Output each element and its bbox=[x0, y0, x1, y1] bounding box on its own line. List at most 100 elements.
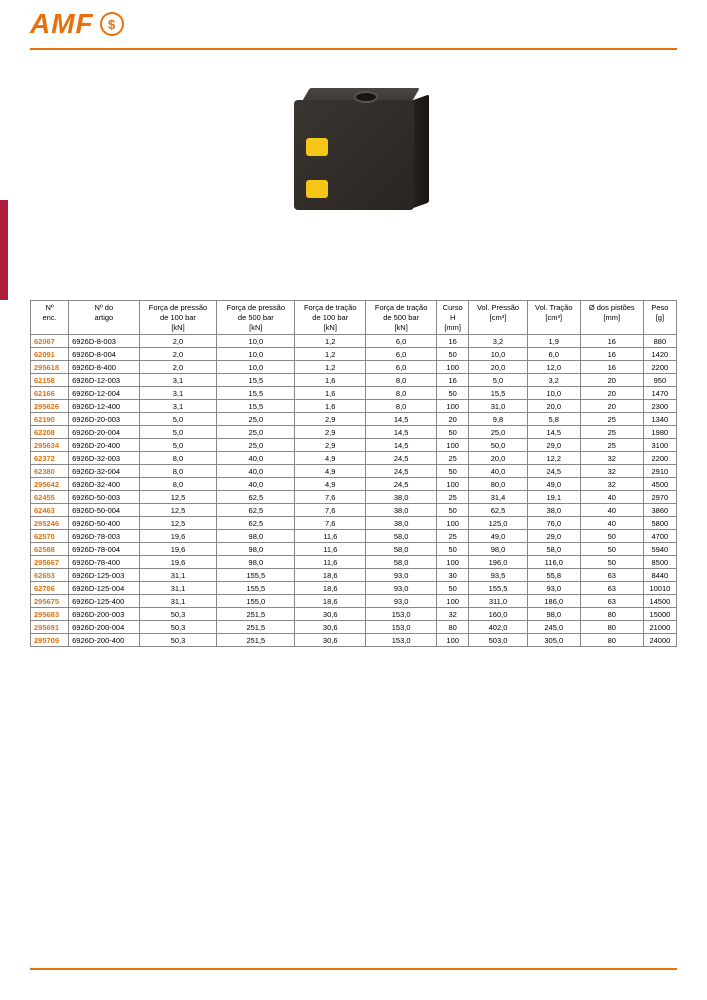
table-cell: 19,6 bbox=[139, 530, 217, 543]
table-cell: 14,5 bbox=[366, 439, 437, 452]
table-cell: 62,5 bbox=[217, 517, 295, 530]
table-cell: 6,0 bbox=[366, 348, 437, 361]
table-cell: 5,0 bbox=[139, 413, 217, 426]
table-row: 2956186926D-8-4002,010,01,26,010020,012,… bbox=[31, 361, 677, 374]
table-cell: 30,6 bbox=[295, 621, 366, 634]
logo-text: AMF bbox=[30, 8, 94, 40]
table-cell: 18,6 bbox=[295, 569, 366, 582]
table-cell: 62570 bbox=[31, 530, 69, 543]
table-cell: 40,0 bbox=[217, 452, 295, 465]
table-cell: 25 bbox=[437, 452, 469, 465]
table-cell: 1,2 bbox=[295, 361, 366, 374]
spec-table: Nºenc.Nº doartigoForça de pressãode 100 … bbox=[30, 300, 677, 647]
table-cell: 153,0 bbox=[366, 608, 437, 621]
table-cell: 18,6 bbox=[295, 582, 366, 595]
table-cell: 295675 bbox=[31, 595, 69, 608]
table-cell: 58,0 bbox=[527, 543, 580, 556]
table-cell: 295618 bbox=[31, 361, 69, 374]
table-cell: 1340 bbox=[643, 413, 676, 426]
table-cell: 9,8 bbox=[469, 413, 527, 426]
table-cell: 30 bbox=[437, 569, 469, 582]
table-cell: 63 bbox=[580, 595, 643, 608]
table-cell: 25 bbox=[580, 426, 643, 439]
table-cell: 38,0 bbox=[366, 504, 437, 517]
table-head: Nºenc.Nº doartigoForça de pressãode 100 … bbox=[31, 301, 677, 335]
table-cell: 295709 bbox=[31, 634, 69, 647]
table-cell: 63 bbox=[580, 569, 643, 582]
table-cell: 2,9 bbox=[295, 439, 366, 452]
table-cell: 6926D-32-400 bbox=[69, 478, 139, 491]
table-cell: 880 bbox=[643, 335, 676, 348]
table-cell: 1,9 bbox=[527, 335, 580, 348]
table-cell: 12,5 bbox=[139, 504, 217, 517]
table-cell: 311,0 bbox=[469, 595, 527, 608]
table-cell: 15,5 bbox=[217, 400, 295, 413]
table-cell: 5800 bbox=[643, 517, 676, 530]
table-cell: 2,0 bbox=[139, 335, 217, 348]
table-cell: 295683 bbox=[31, 608, 69, 621]
table-cell: 62,5 bbox=[217, 504, 295, 517]
table-cell: 305,0 bbox=[527, 634, 580, 647]
table-cell: 6926D-50-003 bbox=[69, 491, 139, 504]
table-cell: 6926D-8-400 bbox=[69, 361, 139, 374]
table-cell: 93,0 bbox=[366, 569, 437, 582]
table-row: 622086926D-20-0045,025,02,914,55025,014,… bbox=[31, 426, 677, 439]
table-cell: 21000 bbox=[643, 621, 676, 634]
table-cell: 503,0 bbox=[469, 634, 527, 647]
table-cell: 6,0 bbox=[527, 348, 580, 361]
table-cell: 50 bbox=[437, 465, 469, 478]
table-cell: 29,0 bbox=[527, 439, 580, 452]
table-cell: 38,0 bbox=[366, 491, 437, 504]
table-cell: 25 bbox=[437, 491, 469, 504]
table-cell: 80 bbox=[580, 608, 643, 621]
table-cell: 31,1 bbox=[139, 582, 217, 595]
table-cell: 2,0 bbox=[139, 348, 217, 361]
table-cell: 58,0 bbox=[366, 530, 437, 543]
table-row: 621666926D-12-0043,115,51,68,05015,510,0… bbox=[31, 387, 677, 400]
table-cell: 16 bbox=[437, 335, 469, 348]
table-cell: 1,6 bbox=[295, 400, 366, 413]
table-cell: 11,6 bbox=[295, 556, 366, 569]
table-cell: 20,0 bbox=[469, 361, 527, 374]
table-cell: 2,9 bbox=[295, 426, 366, 439]
table-cell: 3860 bbox=[643, 504, 676, 517]
table-cell: 50 bbox=[437, 543, 469, 556]
table-cell: 19,6 bbox=[139, 543, 217, 556]
table-cell: 5,0 bbox=[469, 374, 527, 387]
table-cell: 98,0 bbox=[217, 556, 295, 569]
column-header: Vol. Pressão[cm³] bbox=[469, 301, 527, 335]
table-cell: 40,0 bbox=[469, 465, 527, 478]
table-cell: 100 bbox=[437, 556, 469, 569]
column-header: Nºenc. bbox=[31, 301, 69, 335]
table-cell: 40,0 bbox=[217, 478, 295, 491]
table-cell: 93,0 bbox=[366, 582, 437, 595]
table-cell: 295642 bbox=[31, 478, 69, 491]
table-row: 621586926D-12-0033,115,51,68,0165,03,220… bbox=[31, 374, 677, 387]
table-cell: 24,5 bbox=[366, 452, 437, 465]
table-cell: 24,5 bbox=[366, 465, 437, 478]
table-cell: 31,0 bbox=[469, 400, 527, 413]
logo-icon: $ bbox=[100, 12, 124, 36]
table-cell: 6,0 bbox=[366, 335, 437, 348]
table-cell: 6926D-20-400 bbox=[69, 439, 139, 452]
table-row: 2956756926D-125-40031,1155,018,693,01003… bbox=[31, 595, 677, 608]
table-cell: 8500 bbox=[643, 556, 676, 569]
table-cell: 80 bbox=[437, 621, 469, 634]
table-cell: 160,0 bbox=[469, 608, 527, 621]
table-cell: 63 bbox=[580, 582, 643, 595]
table-cell: 6926D-125-004 bbox=[69, 582, 139, 595]
table-cell: 12,5 bbox=[139, 517, 217, 530]
table-cell: 6926D-20-004 bbox=[69, 426, 139, 439]
table-cell: 62588 bbox=[31, 543, 69, 556]
table-cell: 6926D-8-003 bbox=[69, 335, 139, 348]
table-cell: 8,0 bbox=[366, 387, 437, 400]
table-cell: 38,0 bbox=[366, 517, 437, 530]
table-cell: 6926D-32-004 bbox=[69, 465, 139, 478]
table-cell: 402,0 bbox=[469, 621, 527, 634]
table-cell: 20 bbox=[580, 387, 643, 400]
table-cell: 14,5 bbox=[366, 426, 437, 439]
table-row: 2952466926D-50-40012,562,57,638,0100125,… bbox=[31, 517, 677, 530]
table-cell: 98,0 bbox=[217, 543, 295, 556]
table-cell: 20,0 bbox=[527, 400, 580, 413]
table-cell: 62463 bbox=[31, 504, 69, 517]
